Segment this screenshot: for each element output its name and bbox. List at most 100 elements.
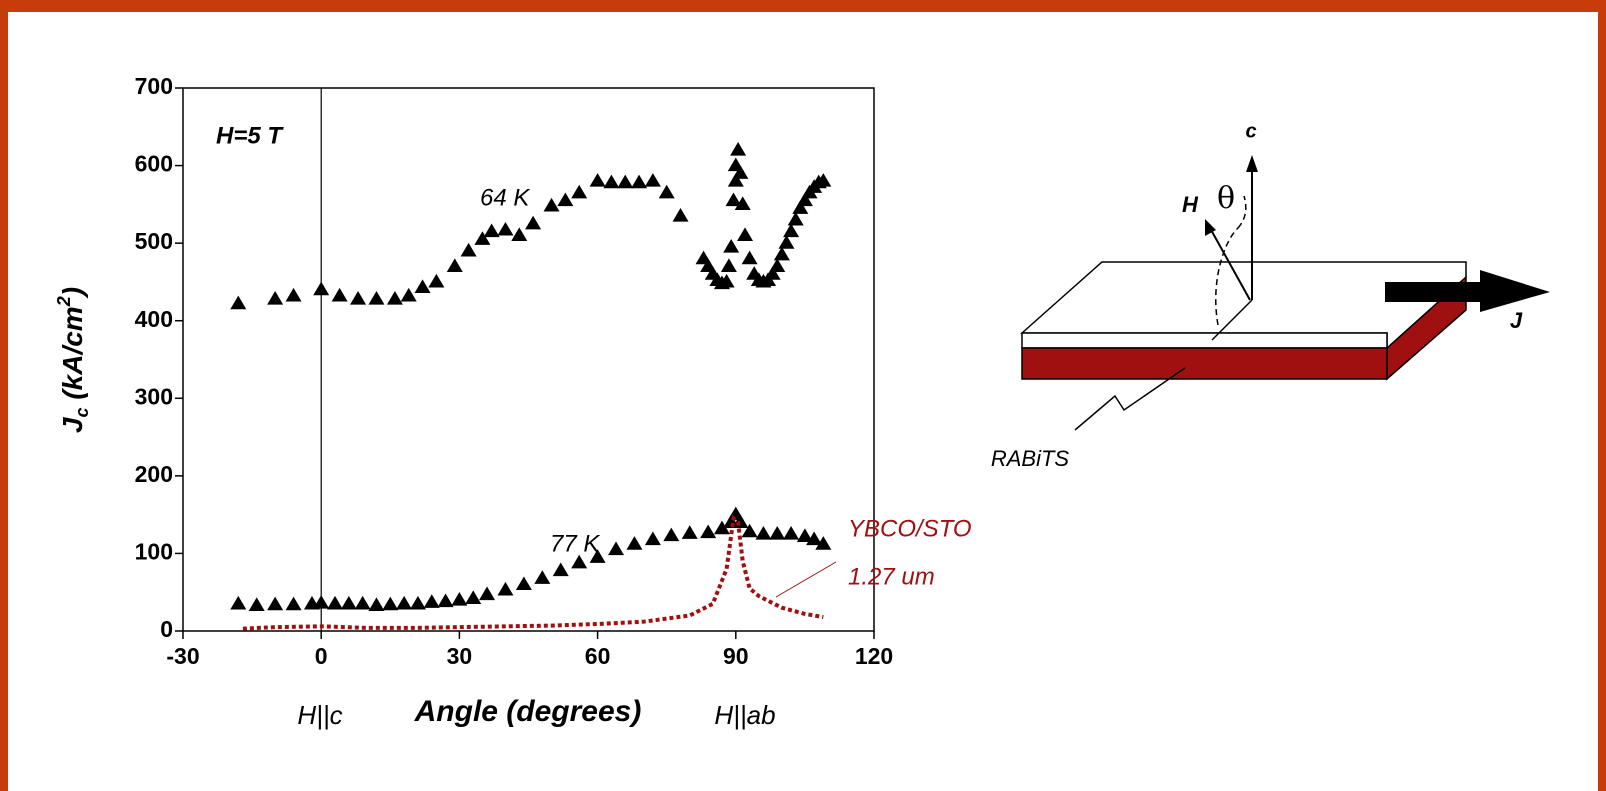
series-label: 77 K xyxy=(550,530,600,557)
chart: Jc (kA/cm2) Angle (degrees) H=5 T H||c H… xyxy=(0,0,1606,791)
data-point xyxy=(663,528,679,542)
x-axis-label: Angle (degrees) xyxy=(414,695,642,728)
data-point xyxy=(778,235,794,249)
leader-line xyxy=(776,562,836,597)
data-point xyxy=(447,258,463,272)
data-point xyxy=(608,542,624,556)
y-tick-label: 300 xyxy=(135,383,173,409)
data-point xyxy=(286,597,302,611)
field-label: H=5 T xyxy=(216,122,284,149)
data-point xyxy=(497,222,513,236)
data-point xyxy=(396,596,412,610)
data-point xyxy=(788,212,804,226)
x-tick-label: 30 xyxy=(447,643,473,669)
data-point xyxy=(368,291,384,305)
c-label: c xyxy=(1245,120,1256,142)
y-tick-label: 600 xyxy=(135,151,173,177)
data-point xyxy=(230,296,246,310)
data-point xyxy=(267,597,283,611)
series-note: 1.27 um xyxy=(848,563,935,590)
data-point xyxy=(382,597,398,611)
data-point xyxy=(230,596,246,610)
data-point xyxy=(783,224,799,238)
diagram: c H θ J RABiTS xyxy=(991,120,1550,471)
data-point xyxy=(617,175,633,189)
data-point xyxy=(424,594,440,608)
x-tick-label: -30 xyxy=(166,643,199,669)
data-point xyxy=(723,239,739,253)
data-point xyxy=(659,185,675,199)
x-tick-label: 60 xyxy=(585,643,611,669)
data-point xyxy=(603,175,619,189)
data-point xyxy=(645,173,661,187)
series-label: 64 K xyxy=(480,184,530,211)
data-point xyxy=(479,587,495,601)
y-tick-label: 100 xyxy=(135,539,173,565)
data-point xyxy=(341,596,357,610)
data-point xyxy=(249,597,265,611)
data-point xyxy=(721,258,737,272)
data-point xyxy=(769,258,785,272)
y-tick-label: 400 xyxy=(135,306,173,332)
data-point xyxy=(737,227,753,241)
data-point xyxy=(730,142,746,156)
data-point xyxy=(774,247,790,261)
data-point xyxy=(626,536,642,550)
data-point xyxy=(410,596,426,610)
data-point xyxy=(553,562,569,576)
data-point xyxy=(428,274,444,288)
data-point xyxy=(755,526,771,540)
substrate-layer xyxy=(1022,348,1387,379)
x-tick-label: 0 xyxy=(315,643,328,669)
data-point xyxy=(313,282,329,296)
data-point xyxy=(783,526,799,540)
data-point xyxy=(368,597,384,611)
data-point xyxy=(465,590,481,604)
film-layer xyxy=(1022,333,1387,348)
plot-frame xyxy=(183,88,874,631)
x-tick-label: 120 xyxy=(855,643,893,669)
data-point xyxy=(415,279,431,293)
data-point xyxy=(631,175,647,189)
substrate-label: RABiTS xyxy=(991,446,1070,471)
data-point xyxy=(313,595,329,609)
data-point xyxy=(332,288,348,302)
x-left-label: H||c xyxy=(297,700,342,730)
theta-label: θ xyxy=(1217,181,1235,216)
data-point xyxy=(571,185,587,199)
series-label: YBCO/STO xyxy=(848,515,972,542)
y-tick-label: 200 xyxy=(135,461,173,487)
y-tick-label: 0 xyxy=(160,616,173,642)
data-point xyxy=(590,173,606,187)
data-point xyxy=(497,582,513,596)
y-tick-label: 500 xyxy=(135,228,173,254)
data-point xyxy=(769,526,785,540)
data-point xyxy=(511,227,527,241)
data-point xyxy=(355,596,371,610)
data-point xyxy=(682,525,698,539)
y-tick-label: 700 xyxy=(135,73,173,99)
y-axis-label: Jc (kA/cm2) xyxy=(54,287,92,433)
data-point xyxy=(544,198,560,212)
x-tick-label: 90 xyxy=(723,643,749,669)
data-point xyxy=(451,592,467,606)
data-point xyxy=(484,224,500,238)
data-point xyxy=(557,192,573,206)
j-label: J xyxy=(1510,308,1523,333)
data-point xyxy=(742,251,758,265)
data-point xyxy=(461,243,477,257)
data-point xyxy=(700,524,716,538)
data-point xyxy=(401,288,417,302)
c-arrowhead xyxy=(1246,155,1258,172)
data-point xyxy=(327,596,343,610)
data-point xyxy=(516,576,532,590)
data-point xyxy=(267,291,283,305)
data-point xyxy=(525,216,541,230)
page: {"chart_data":{"type":"scatter", "ylabel… xyxy=(0,0,1606,791)
data-point xyxy=(387,291,403,305)
data-point xyxy=(534,570,550,584)
data-point xyxy=(673,208,689,222)
h-arrowhead xyxy=(1205,219,1216,236)
data-point xyxy=(286,288,302,302)
h-label: H xyxy=(1182,192,1199,217)
